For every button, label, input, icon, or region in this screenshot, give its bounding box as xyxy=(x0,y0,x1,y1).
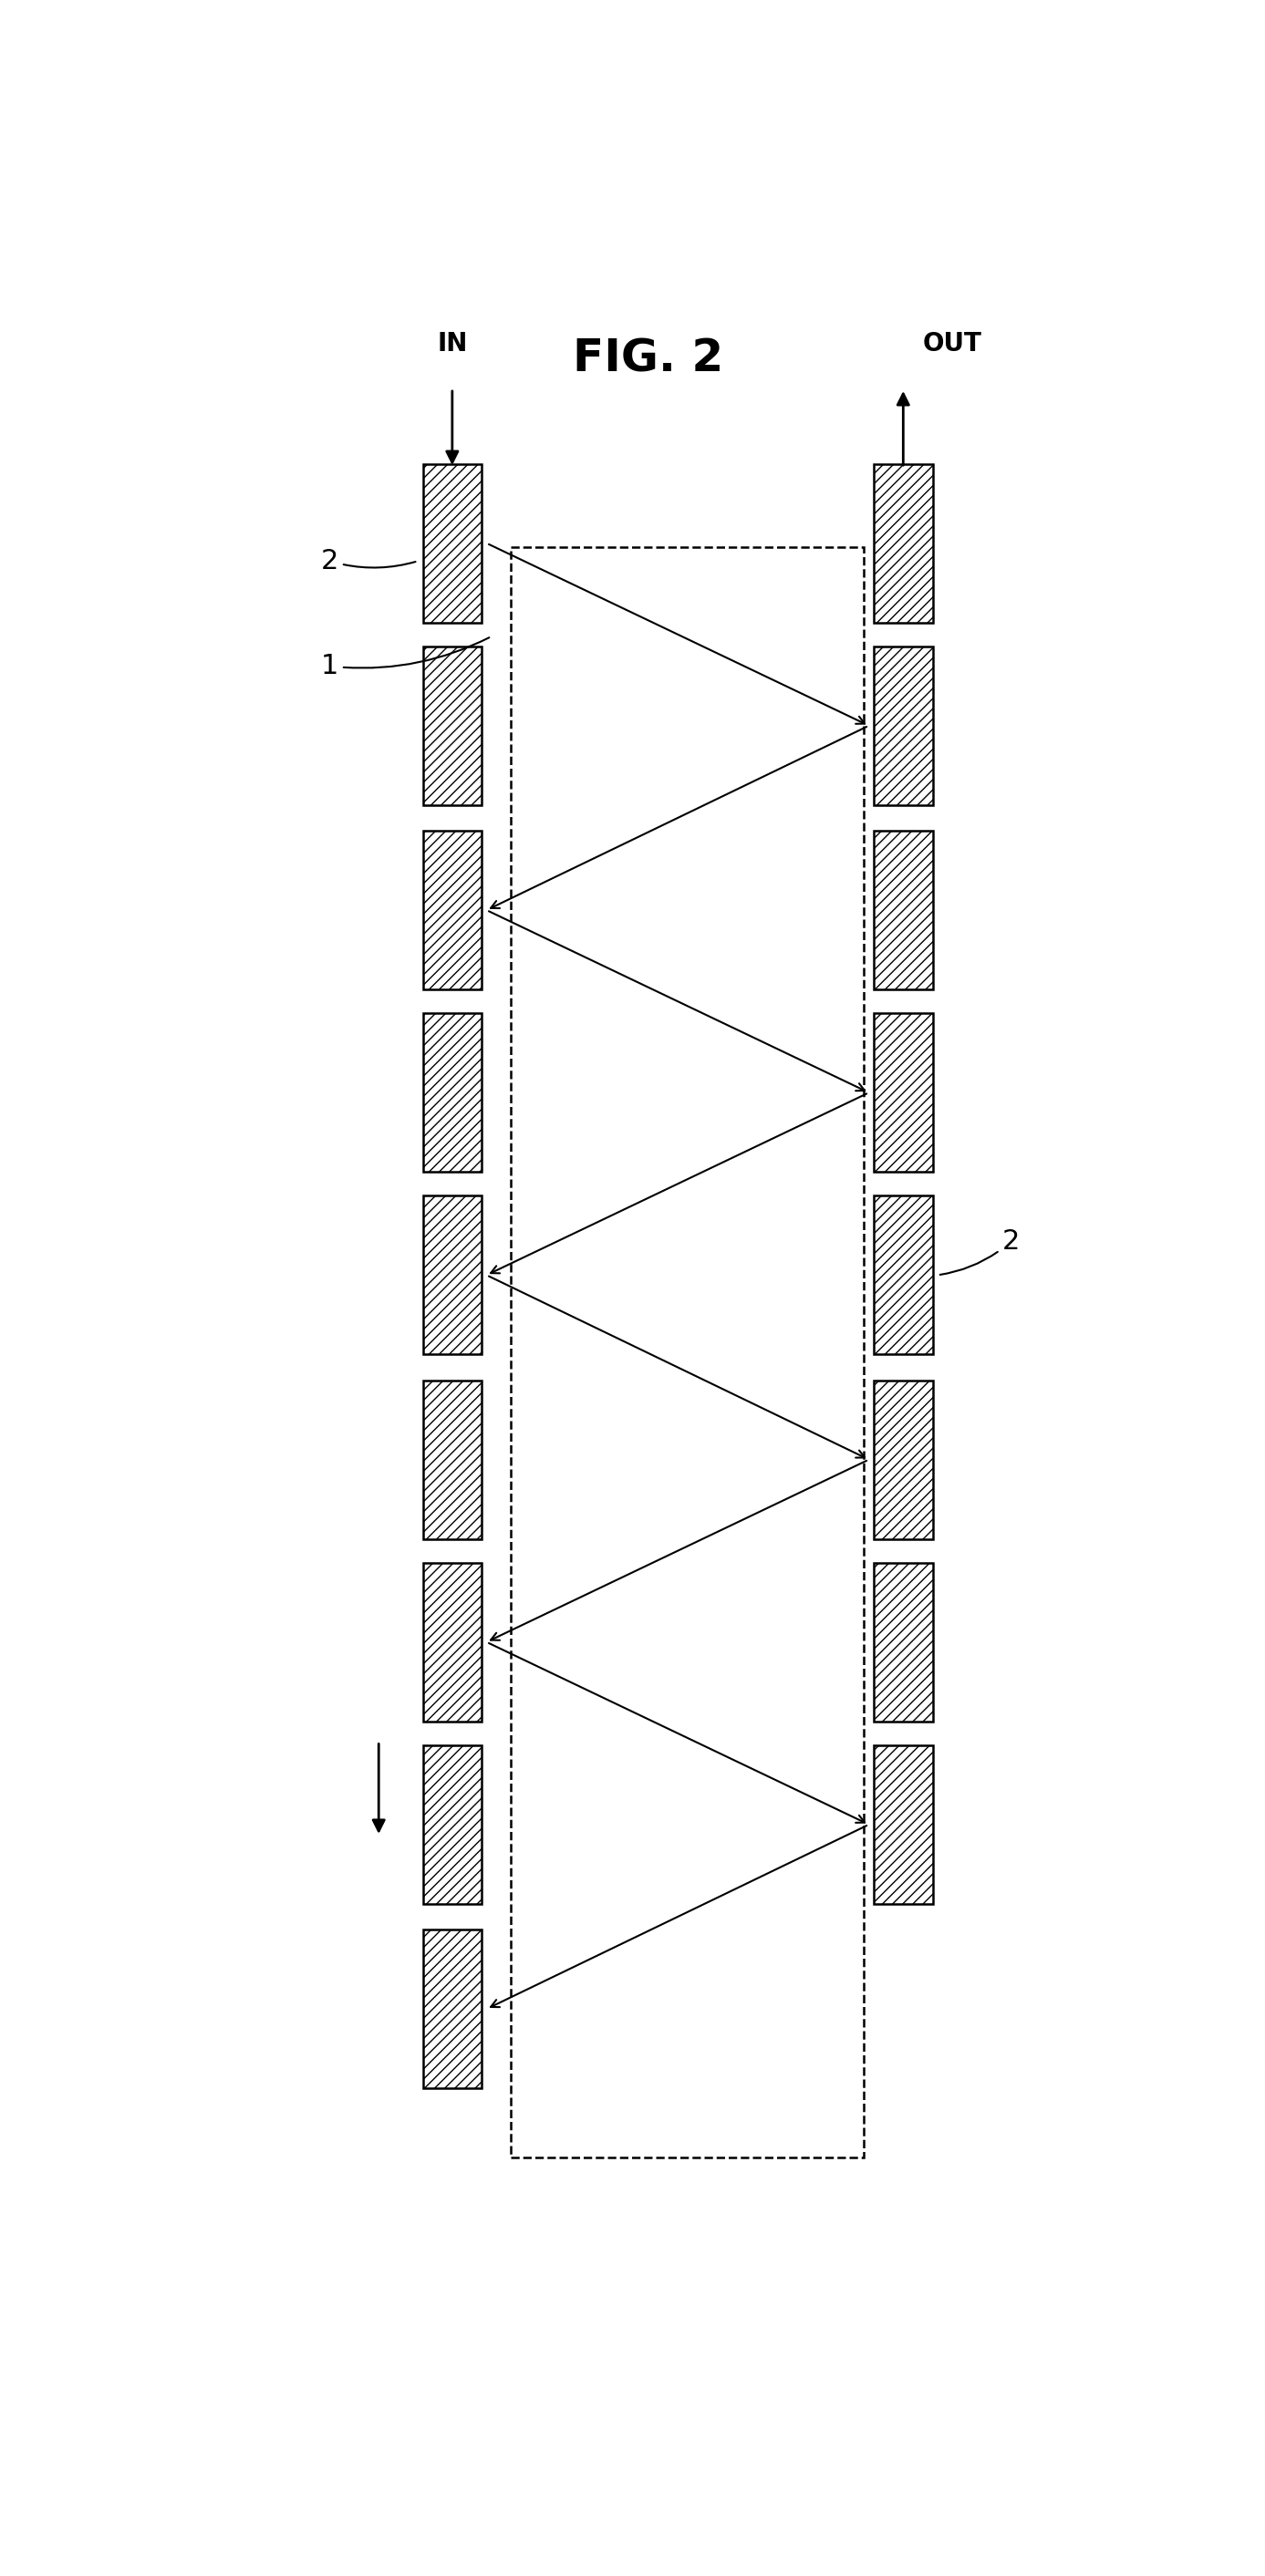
Bar xyxy=(423,1381,482,1538)
Bar xyxy=(874,464,932,623)
Bar xyxy=(874,1381,932,1538)
Bar xyxy=(423,832,482,989)
Bar xyxy=(423,647,482,804)
Bar xyxy=(423,1564,482,1721)
Text: FIG. 2: FIG. 2 xyxy=(573,337,724,381)
Text: IN: IN xyxy=(436,332,468,355)
Bar xyxy=(423,1929,482,2089)
Bar xyxy=(874,1195,932,1355)
Bar xyxy=(423,464,482,623)
Bar xyxy=(874,832,932,989)
Bar xyxy=(874,1744,932,1904)
Bar xyxy=(874,1564,932,1721)
Bar xyxy=(874,1012,932,1172)
Bar xyxy=(874,647,932,804)
Bar xyxy=(423,1012,482,1172)
Text: 2: 2 xyxy=(321,549,415,574)
Bar xyxy=(423,1744,482,1904)
Bar xyxy=(423,1195,482,1355)
Text: 2: 2 xyxy=(940,1229,1020,1275)
Bar xyxy=(511,546,864,2159)
Text: 1: 1 xyxy=(321,636,490,680)
Text: OUT: OUT xyxy=(922,332,982,355)
